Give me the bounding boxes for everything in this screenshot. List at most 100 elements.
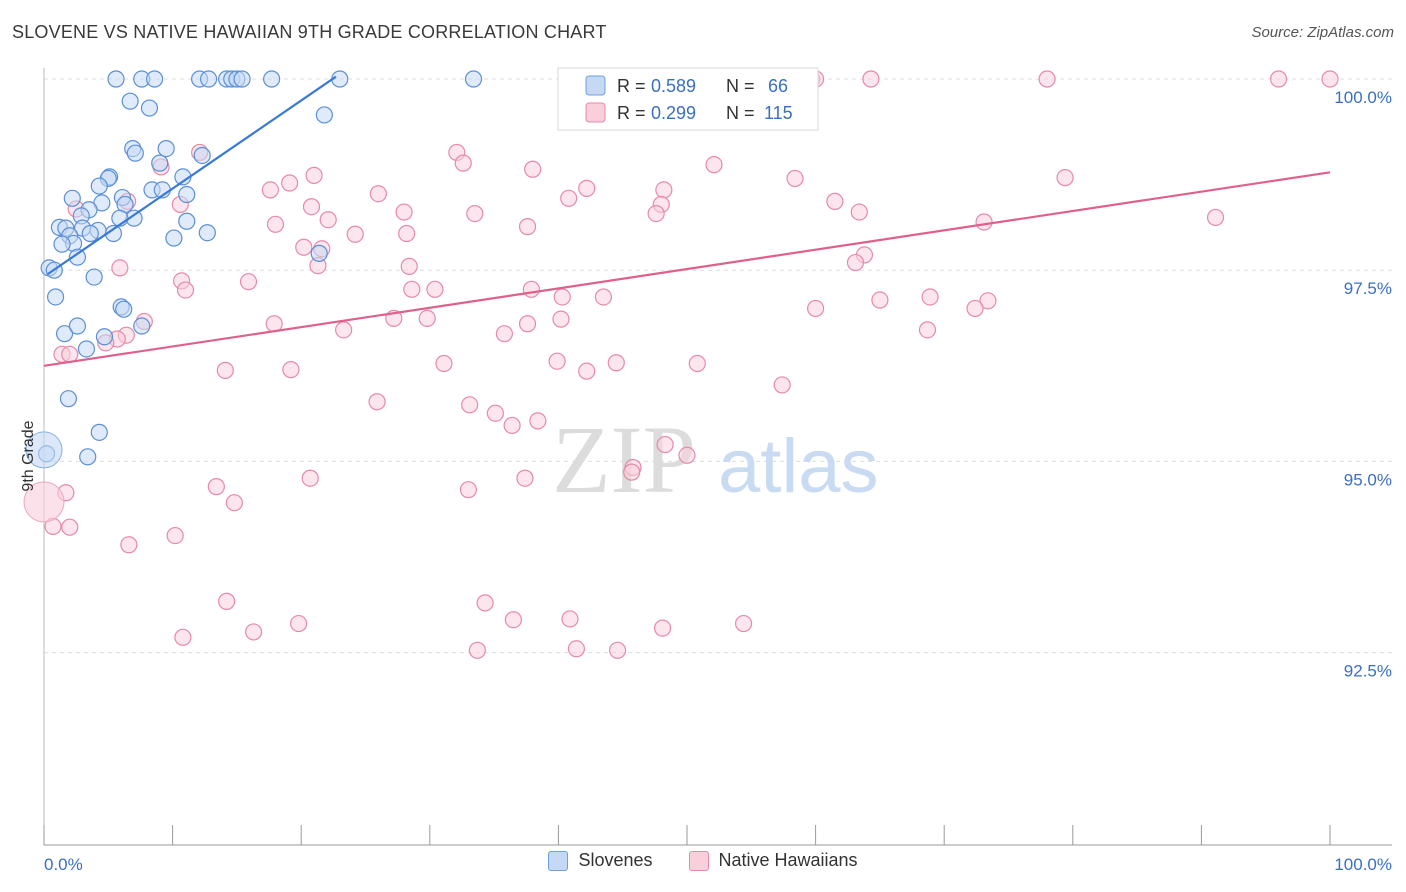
native-hawaiians-point <box>678 446 696 464</box>
native-hawaiians-point <box>786 169 804 188</box>
stats-legend: R = 0.589 N = 66 R = 0.299 N = 115 <box>557 67 819 131</box>
stats-n-label-blue: N = <box>726 76 755 96</box>
native-hawaiians-point <box>346 225 364 243</box>
native-hawaiians-point <box>295 238 313 256</box>
slovenes-point <box>55 325 74 343</box>
slovenes-point <box>193 146 211 165</box>
native-hawaiians-point <box>773 376 791 394</box>
stats-r-label-blue: R = <box>617 76 646 96</box>
slovenes-point <box>53 235 71 253</box>
native-hawaiians-point <box>734 614 753 633</box>
native-hawaiians-point <box>826 192 844 210</box>
slovenes-point <box>46 288 65 306</box>
native-hawaiians-point <box>806 299 825 318</box>
native-hawaiians-point <box>655 181 673 199</box>
native-hawaiians-point <box>567 640 586 658</box>
legend-label-native-hawaiians: Native Hawaiians <box>718 850 858 870</box>
legend-label-slovenes: Slovenes <box>578 850 653 870</box>
slovenes-point <box>151 154 169 172</box>
slovenes-point <box>90 177 108 195</box>
native-hawaiians-point <box>608 641 627 659</box>
native-hawaiians-point <box>111 259 129 277</box>
native-hawaiians-point <box>302 198 321 216</box>
y-tick-label: 97.5% <box>1344 279 1392 298</box>
x-min-label: 0.0% <box>44 855 83 874</box>
native-hawaiians-point <box>290 614 308 633</box>
native-hawaiians-point <box>918 321 937 339</box>
native-hawaiians-point <box>594 288 613 306</box>
native-hawaiians-edge-point <box>23 481 65 523</box>
native-hawaiians-point <box>688 354 706 373</box>
native-hawaiians-point <box>921 288 939 306</box>
slovenes-point <box>95 328 114 346</box>
native-hawaiians-point <box>398 224 416 243</box>
native-hawaiians-point <box>282 361 300 379</box>
native-hawaiians-point <box>403 280 421 298</box>
native-hawaiians-point <box>174 628 192 646</box>
native-hawaiians-point <box>369 185 387 203</box>
native-hawaiians-point <box>504 611 522 629</box>
slovenes-point <box>464 70 483 88</box>
slovenes-point <box>77 340 96 358</box>
native-hawaiians-point <box>552 310 570 328</box>
native-hawaiians-point <box>418 309 436 327</box>
legend-swatch-native-hawaiians <box>688 850 709 871</box>
y-tick-label: 100.0% <box>1334 88 1392 107</box>
native-hawaiians-point <box>218 592 236 610</box>
slovenes-point <box>140 99 159 117</box>
slovenes-point <box>59 390 78 408</box>
slovenes-point <box>81 224 99 243</box>
slovenes-point <box>178 212 196 230</box>
slovenes-point <box>121 92 139 110</box>
native-hawaiians-point <box>486 404 504 422</box>
slovenes-point <box>85 268 103 286</box>
native-hawaiians-point <box>395 203 413 221</box>
stats-n-value-blue: 66 <box>768 76 788 96</box>
native-hawaiians-point <box>454 154 472 172</box>
slovenes-point <box>79 448 97 466</box>
native-hawaiians-point <box>607 354 625 372</box>
slovenes-points <box>25 70 483 469</box>
native-hawaiians-point <box>705 156 723 174</box>
watermark-zip: ZIP <box>552 406 696 513</box>
y-tick-label: 95.0% <box>1344 470 1392 489</box>
native-hawaiians-point <box>426 280 444 298</box>
slovenes-point <box>157 139 175 158</box>
chart-title: SLOVENE VS NATIVE HAWAIIAN 9TH GRADE COR… <box>12 22 607 42</box>
legend-item-native-hawaiians: Native Hawaiians <box>688 850 858 871</box>
slovenes-point <box>90 423 108 441</box>
native-hawaiians-point <box>225 494 243 512</box>
native-hawaiians-point <box>578 362 596 380</box>
native-hawaiians-point <box>623 463 641 481</box>
native-hawaiians-point <box>335 321 353 339</box>
native-hawaiians-point <box>561 610 579 628</box>
slovenes-point <box>263 70 281 88</box>
native-hawaiians-point <box>216 361 234 379</box>
native-hawaiians-point <box>61 345 79 363</box>
slovenes-point <box>145 70 164 88</box>
slovenes-point <box>68 248 87 266</box>
slovenes-point <box>178 185 196 204</box>
native-hawaiians-point <box>166 526 184 545</box>
slovenes-point <box>315 106 333 124</box>
native-hawaiians-trend-line <box>43 171 1331 367</box>
slovenes-point <box>126 144 144 162</box>
native-hawaiians-point <box>495 325 513 343</box>
slovenes-point <box>198 224 216 242</box>
native-hawaiians-point <box>461 396 479 414</box>
native-hawaiians-point <box>553 288 571 306</box>
native-hawaiians-point <box>61 518 79 536</box>
slovenes-point <box>233 70 251 88</box>
native-hawaiians-point <box>459 481 477 499</box>
x-max-label: 100.0% <box>1334 855 1392 874</box>
native-hawaiians-point <box>476 594 494 612</box>
stats-r-value-blue: 0.589 <box>651 76 696 96</box>
native-hawaiians-point <box>503 416 521 435</box>
native-hawaiians-point <box>578 179 596 197</box>
slovenes-point <box>115 300 133 318</box>
native-hawaiians-point <box>529 412 547 430</box>
native-hawaiians-point <box>516 469 534 487</box>
legend-item-slovenes: Slovenes <box>548 850 653 871</box>
native-hawaiians-point <box>522 280 540 298</box>
